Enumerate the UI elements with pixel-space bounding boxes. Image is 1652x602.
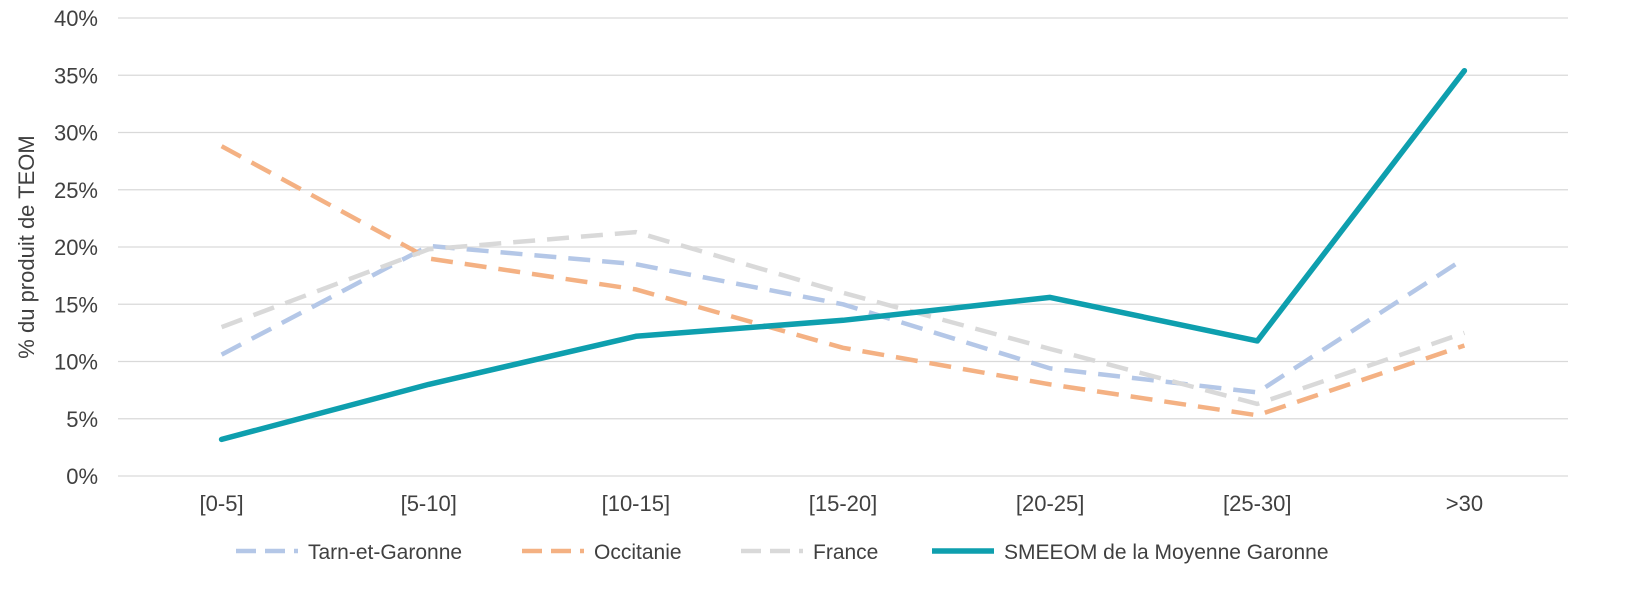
- x-axis-ticks: [0-5] [5-10] [10-15] [15-20] [20-25] [25-30] >…: [200, 491, 1484, 516]
- x-tick-label: [0-5]: [200, 491, 244, 516]
- series-line-smeeom-de-la-moyenne-garonne: [218, 67, 1468, 443]
- x-tick-label: >30: [1446, 491, 1483, 516]
- legend-label: Occitanie: [594, 541, 682, 564]
- x-tick-label: [10-15]: [602, 491, 671, 516]
- series-line-occitanie: [220, 144, 1466, 418]
- legend: Tarn-et-Garonne Occitanie France SMEEOM de …: [236, 541, 1329, 564]
- y-tick-label: 40%: [54, 6, 98, 31]
- y-tick-label: 20%: [54, 235, 98, 260]
- legend-label: France: [813, 541, 878, 564]
- series-lines: [218, 67, 1468, 443]
- y-tick-label: 35%: [54, 63, 98, 88]
- y-tick-label: 30%: [54, 121, 98, 146]
- y-axis-title: % du produit de TEOM: [14, 135, 39, 358]
- series-line-france: [220, 229, 1466, 407]
- legend-label: SMEEOM de la Moyenne Garonne: [1004, 541, 1329, 564]
- y-tick-label: 10%: [54, 350, 98, 375]
- series-line-tarn-et-garonne: [220, 243, 1466, 395]
- gridlines: [118, 17, 1568, 477]
- x-tick-label: [25-30]: [1223, 491, 1292, 516]
- y-tick-label: 0%: [66, 464, 98, 489]
- x-tick-label: [15-20]: [809, 491, 878, 516]
- y-tick-label: 15%: [54, 292, 98, 317]
- x-tick-label: [20-25]: [1016, 491, 1085, 516]
- y-tick-label: 5%: [66, 407, 98, 432]
- y-axis-ticks: 0% 5% 10% 15% 20% 25% 30% 35% 40%: [54, 6, 98, 489]
- x-tick-label: [5-10]: [401, 491, 457, 516]
- legend-label: Tarn-et-Garonne: [308, 541, 462, 564]
- y-tick-label: 25%: [54, 178, 98, 203]
